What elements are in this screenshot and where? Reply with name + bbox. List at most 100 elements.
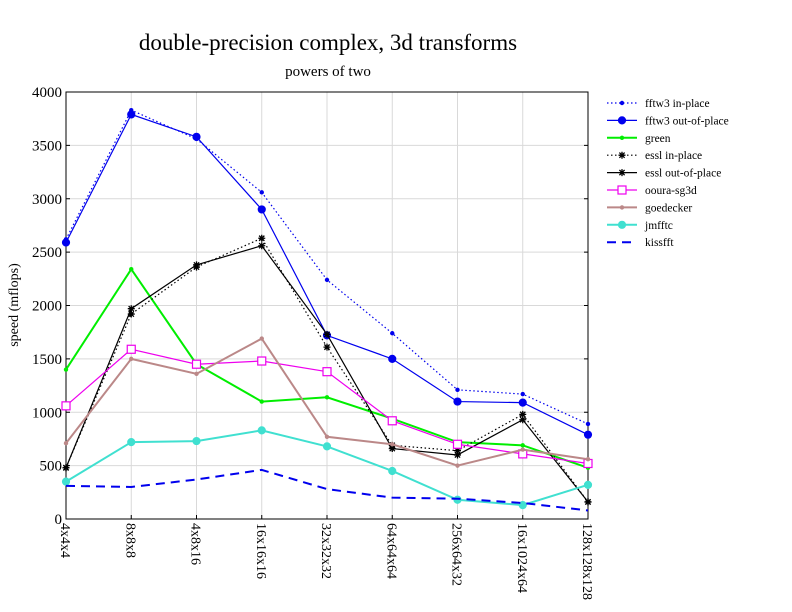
y-axis: 0 500 1000 1500 2000 2500 3000 3500 4000 [32,85,588,528]
y-tick-label: 3500 [32,138,62,154]
data-point [62,464,70,472]
data-point [193,261,200,269]
y-tick-label: 2500 [32,245,62,261]
y-tick-label: 4000 [32,85,62,101]
data-point [619,135,625,140]
x-tick-label: 16x1024x64 [514,523,529,593]
data-point [617,116,627,125]
data-point [127,305,135,313]
x-tick-label: 8x8x8 [122,523,137,558]
series-line [65,468,589,512]
chart-title: double-precision complex, 3d transforms [139,30,517,55]
data-point [388,445,396,453]
data-point [585,457,591,462]
data-point [324,434,330,440]
x-tick-label: 4x4x4 [57,523,72,558]
data-point [258,242,266,250]
x-axis: 4x4x4 8x8x8 4x8x16 16x16x16 32x32x32 64x64x64… [57,515,594,600]
data-point [518,501,527,510]
legend-label: ooura-sg3d [645,185,697,197]
data-point [192,132,201,141]
legend-label: jmfftc [644,220,673,232]
data-point [322,442,332,451]
data-point [455,463,460,468]
grid [66,92,588,519]
legend: fftw3 in-place fftw3 out-of-place green ess… [607,98,729,249]
data-point [127,310,135,318]
data-point [618,151,626,159]
chart-subtitle: powers of two [285,64,371,80]
data-point [390,331,395,336]
x-tick-label: 32x32x32 [318,523,333,579]
data-point [259,336,264,341]
x-tick-label: 4x8x16 [188,523,203,565]
legend-label: kissfft [645,237,674,249]
data-point [323,330,331,338]
data-point [519,416,527,424]
data-point [618,169,626,177]
legend-label: green [645,133,671,145]
data-point [257,205,266,214]
series-layer [61,107,593,512]
data-point [585,421,591,427]
legend-label: essl in-place [645,150,702,162]
y-tick-label: 2000 [32,299,62,315]
data-point [191,359,202,369]
data-point [453,397,462,406]
data-point [127,110,136,119]
y-tick-label: 500 [40,459,63,475]
data-point [617,185,627,195]
data-point [583,430,593,439]
series-4 [62,242,592,506]
data-point [194,371,199,377]
data-point [388,354,397,363]
data-point [129,356,134,362]
series-7 [61,426,593,510]
series-line [65,109,589,425]
data-point [452,439,463,449]
data-point [619,100,625,106]
data-point [257,426,266,435]
data-point [388,466,397,476]
x-tick-label: 64x64x64 [383,523,398,579]
data-point [583,480,593,489]
series-8 [65,468,589,512]
data-point [61,238,71,247]
y-tick-label: 1500 [32,352,62,368]
data-point [387,416,397,426]
data-point [127,438,136,447]
data-point [258,234,266,242]
data-point [324,395,330,400]
x-tick-label: 128x128x128 [579,523,594,600]
data-point [584,498,592,506]
data-point [324,277,330,283]
legend-label: essl out-of-place [645,168,721,180]
y-tick-label: 3000 [32,192,62,208]
data-point [519,410,527,418]
x-tick-label: 256x64x32 [449,523,464,586]
data-point [455,387,460,393]
data-point [619,205,625,210]
data-point [520,391,525,397]
data-point [322,367,332,377]
data-point [259,399,264,404]
data-point [323,343,331,351]
data-point [61,477,71,486]
series-6 [63,336,591,468]
data-point [63,367,69,372]
x-tick-label: 16x16x16 [253,523,268,579]
data-point [454,451,461,459]
data-point [192,436,201,446]
data-point [520,443,525,448]
data-point [257,356,267,366]
data-point [259,190,264,195]
data-point [617,220,627,229]
data-point [520,447,525,452]
legend-label: fftw3 in-place [645,98,710,110]
data-point [518,398,527,407]
legend-label: fftw3 out-of-place [645,115,729,127]
y-tick-label: 0 [55,512,63,528]
legend-label: goedecker [645,202,692,214]
data-point [61,401,71,411]
